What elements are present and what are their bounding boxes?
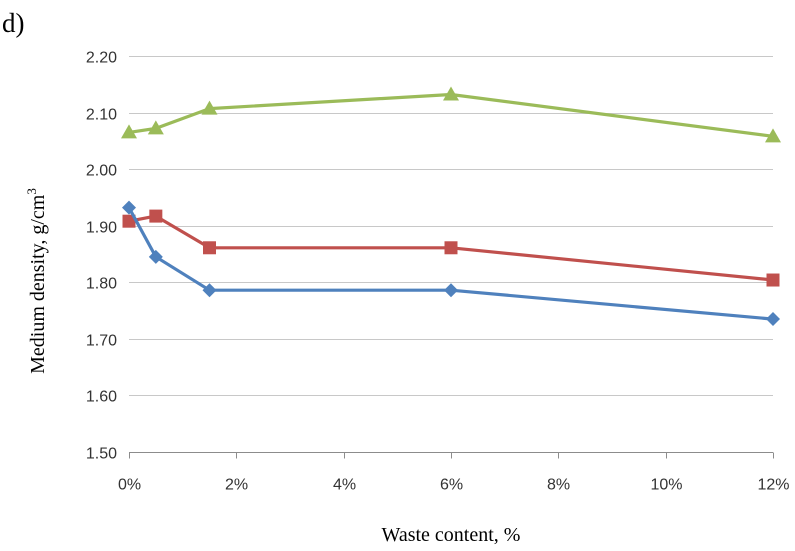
- x-tick-label: 10%: [650, 477, 682, 494]
- series-triangle: [121, 86, 781, 143]
- series-line: [128, 92, 774, 138]
- y-tick-label: 2.10: [86, 107, 117, 124]
- gridlines: [129, 56, 773, 396]
- y-tick-label: 1.90: [86, 220, 117, 237]
- data-point-square: [444, 241, 458, 255]
- y-tick-label: 1.50: [86, 446, 117, 463]
- data-point-triangle: [765, 128, 781, 143]
- series-square: [122, 209, 780, 287]
- x-tick-label: 0%: [118, 477, 141, 494]
- data-point-diamond: [444, 283, 458, 298]
- data-series: [121, 86, 781, 327]
- y-axis-title: Medium density, g/cm3: [24, 188, 49, 374]
- x-tick-label: 12%: [757, 477, 789, 494]
- data-point-triangle: [443, 86, 459, 101]
- data-point-square: [203, 241, 216, 255]
- data-point-diamond: [148, 249, 163, 264]
- y-axis-title-text: Medium density, g/cm: [27, 194, 49, 374]
- data-point-triangle: [201, 100, 218, 115]
- x-tick-label: 6%: [440, 477, 463, 494]
- x-axis-title: Waste content, %: [382, 524, 521, 546]
- y-axis-title-superscript: 3: [24, 188, 39, 195]
- y-tick-label: 1.80: [86, 276, 117, 293]
- y-tick-label: 1.60: [86, 389, 117, 406]
- y-tick-label: 2.20: [86, 50, 117, 67]
- y-tick-labels: 1.50 1.60 1.70 1.80 1.90 2.00 2.10 2.20: [86, 50, 117, 463]
- data-point-triangle: [147, 120, 164, 135]
- data-point-diamond: [122, 200, 136, 215]
- x-tick-label: 2%: [225, 477, 248, 494]
- data-point-square: [122, 214, 136, 228]
- x-tick-label: 8%: [547, 477, 570, 494]
- series-line: [127, 206, 774, 321]
- data-point-diamond: [202, 283, 217, 298]
- series-diamond: [122, 200, 780, 327]
- data-point-triangle: [121, 124, 137, 139]
- x-tick-labels: 0% 2% 4% 6% 8% 10% 12%: [118, 477, 790, 494]
- panel-label: d): [2, 8, 25, 38]
- axes: [129, 452, 774, 459]
- y-tick-label: 1.70: [86, 333, 117, 350]
- y-tick-label: 2.00: [86, 163, 117, 180]
- data-point-diamond: [766, 312, 780, 327]
- data-point-square: [766, 273, 780, 287]
- x-tick-label: 4%: [333, 477, 356, 494]
- data-point-square: [149, 209, 163, 223]
